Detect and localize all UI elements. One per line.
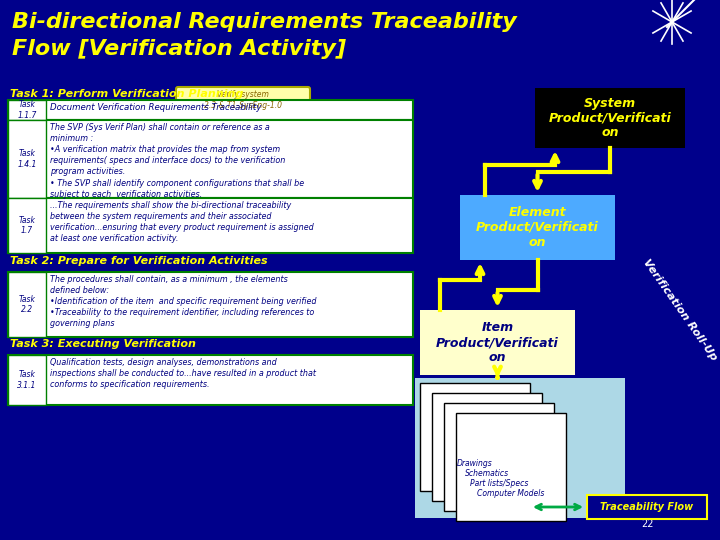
FancyBboxPatch shape <box>176 87 310 113</box>
Bar <box>460 195 615 260</box>
Bar <box>8 120 46 198</box>
Bar <box>444 403 554 511</box>
Text: Verification Roll-Up: Verification Roll-Up <box>641 258 719 362</box>
Text: Item
Product/Verificati
on: Item Product/Verificati on <box>436 321 559 364</box>
Text: Element
Product/Verificati
on: Element Product/Verificati on <box>476 206 599 249</box>
Text: Task
1.1.7: Task 1.1.7 <box>17 100 37 120</box>
Bar <box>535 88 685 148</box>
Text: Task 3: Executing Verification: Task 3: Executing Verification <box>10 339 196 349</box>
Text: The procedures shall contain, as a minimum , the elements
defined below:
•Identi: The procedures shall contain, as a minim… <box>50 275 317 328</box>
Bar <box>420 310 575 375</box>
Bar <box>8 198 413 253</box>
Text: Part lists/Specs: Part lists/Specs <box>470 478 528 488</box>
Text: Computer Models: Computer Models <box>477 489 545 497</box>
Bar <box>8 355 46 405</box>
Text: Task 1: Perform Verification Planning: Task 1: Perform Verification Planning <box>10 89 243 99</box>
Bar <box>432 393 542 501</box>
Bar <box>8 355 413 405</box>
Text: Qualification tests, design analyses, demonstrations and
inspections shall be co: Qualification tests, design analyses, de… <box>50 358 316 389</box>
Text: Traceability Flow: Traceability Flow <box>600 502 693 512</box>
Text: Verify system
2.3 & T1-SysEng-1.0: Verify system 2.3 & T1-SysEng-1.0 <box>204 90 282 110</box>
Text: Task
2.2: Task 2.2 <box>19 295 35 314</box>
Bar <box>8 120 413 198</box>
Text: Schematics: Schematics <box>465 469 509 477</box>
Text: Bi-directional Requirements Traceability: Bi-directional Requirements Traceability <box>12 12 517 32</box>
Text: Task 2: Prepare for Verification Activities: Task 2: Prepare for Verification Activit… <box>10 256 268 266</box>
Bar <box>8 272 46 337</box>
Text: Task
1.7: Task 1.7 <box>19 216 35 235</box>
Bar <box>8 100 413 120</box>
Text: ...The requirements shall show the bi-directional traceability
between the syste: ...The requirements shall show the bi-di… <box>50 201 314 244</box>
Text: Drawings: Drawings <box>457 458 493 468</box>
Bar <box>8 272 413 337</box>
FancyBboxPatch shape <box>587 495 707 519</box>
Text: Document Verification Requirements Traceability: Document Verification Requirements Trace… <box>50 103 261 112</box>
Text: 22: 22 <box>641 519 653 529</box>
Text: System
Product/Verificati
on: System Product/Verificati on <box>549 97 671 139</box>
Text: Flow [Verification Activity]: Flow [Verification Activity] <box>12 39 346 59</box>
Text: Task
1.4.1: Task 1.4.1 <box>17 149 37 168</box>
Text: The SVP (Sys Verif Plan) shall contain or reference as a
minimum :
•A verificati: The SVP (Sys Verif Plan) shall contain o… <box>50 123 304 199</box>
Bar <box>8 100 46 120</box>
Bar <box>456 413 566 521</box>
Bar <box>415 378 625 518</box>
Bar <box>8 198 46 253</box>
Bar <box>420 383 530 491</box>
Text: Task
3.1.1: Task 3.1.1 <box>17 370 37 390</box>
